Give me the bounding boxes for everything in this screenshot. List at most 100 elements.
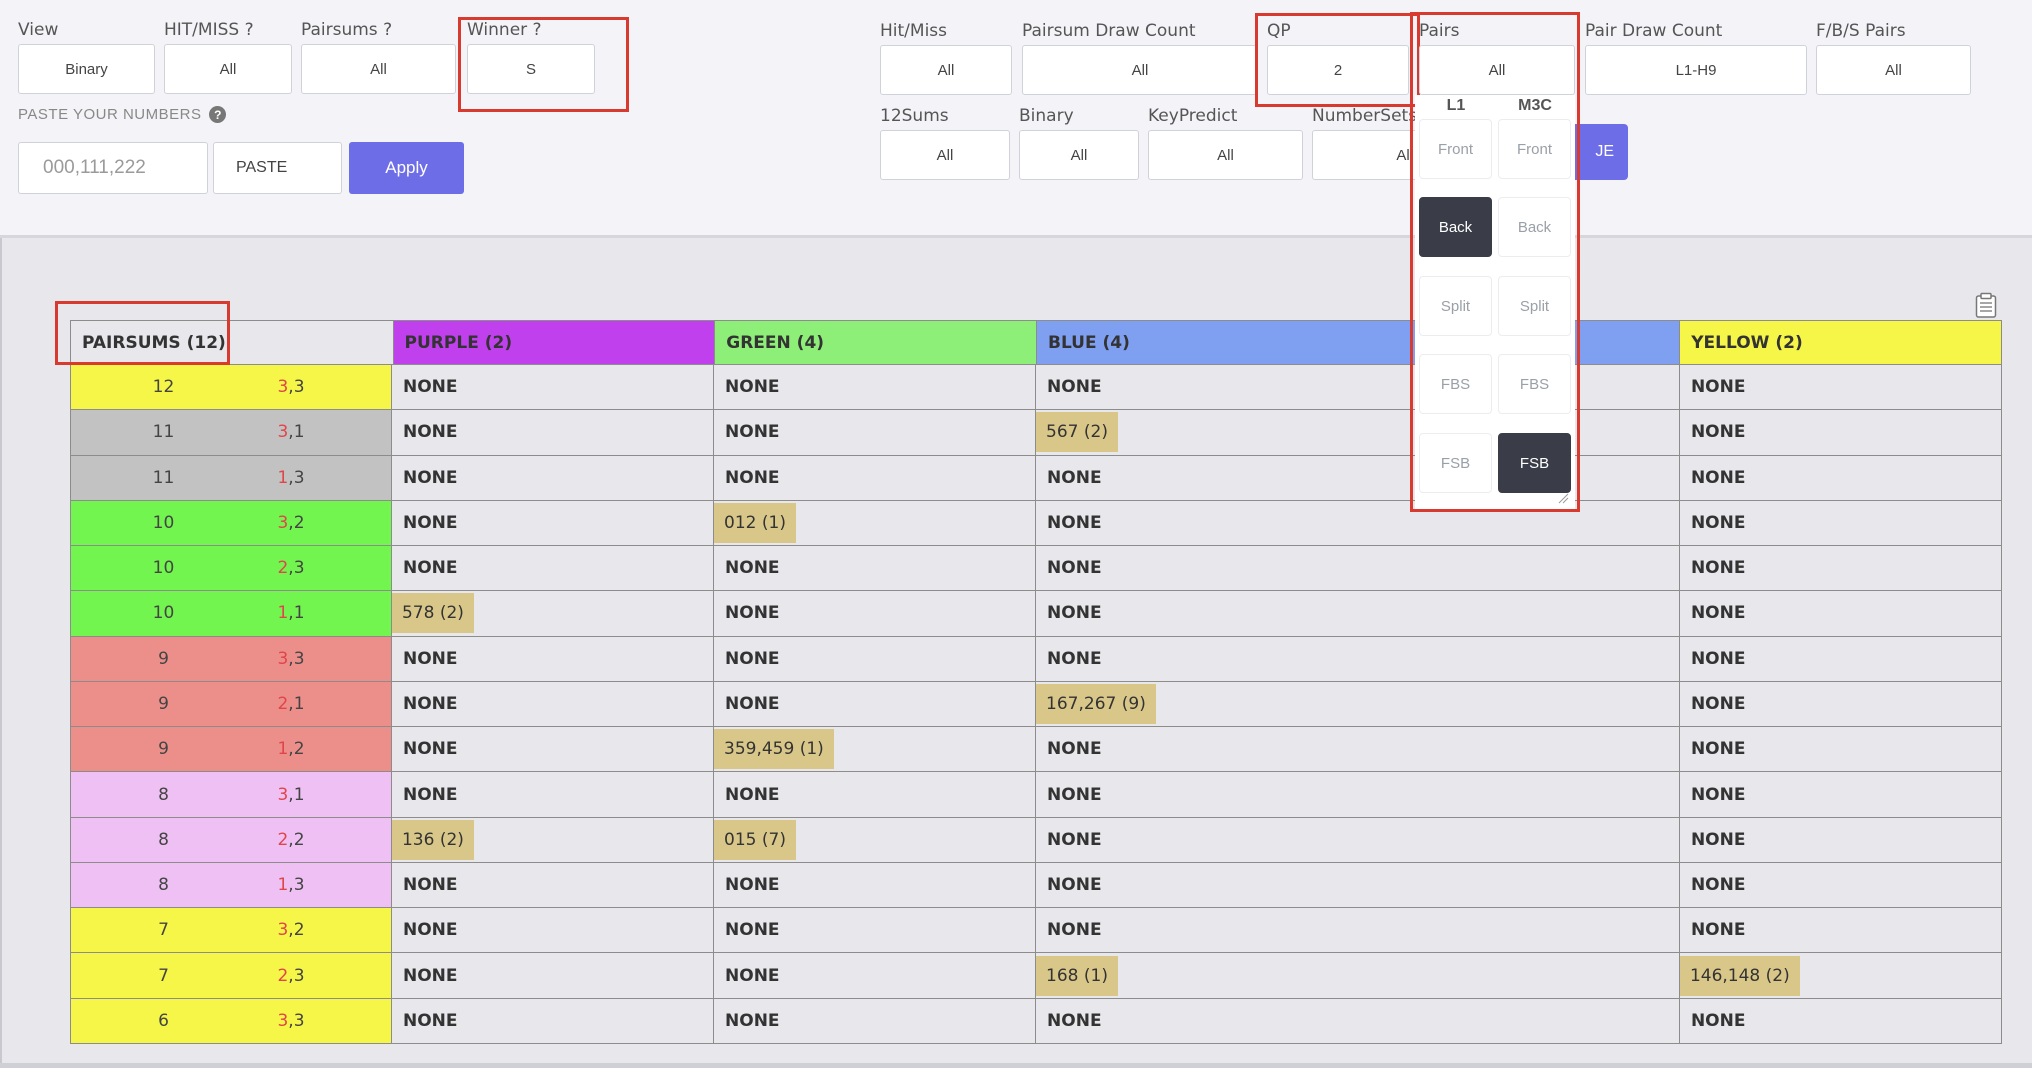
clipboard-icon[interactable] [1975, 292, 1997, 318]
color-group-cell: 012 (1) [713, 500, 1036, 546]
color-group-cell: NONE [1035, 636, 1358, 681]
view-select[interactable]: Binary [18, 44, 155, 94]
pairsum-value: 9 [158, 739, 169, 760]
color-group-cell: NONE [713, 455, 1036, 500]
pairs-select[interactable]: All [1419, 45, 1575, 95]
color-group-cell [1357, 998, 1679, 1043]
cell-value: NONE [402, 467, 458, 488]
pairs-option-m3c-fsb[interactable]: FSB [1498, 433, 1571, 493]
twelvesums-select[interactable]: All [880, 130, 1010, 180]
pairs-option-m3c-fbs[interactable]: FBS [1498, 354, 1571, 414]
color-group-cell: NONE [1678, 727, 2001, 772]
color-group-cell: NONE [390, 862, 714, 908]
color-group-cell: NONE [1678, 908, 2001, 953]
cell-value: NONE [725, 965, 780, 986]
hit-badge[interactable]: 015 (7) [714, 819, 796, 860]
hit-badge[interactable]: 146,148 (2) [1679, 955, 1800, 996]
pairsum-cell: 103,2(18) [71, 500, 443, 546]
color-group-cell: NONE [1678, 772, 2001, 817]
pair-first-digit: 3 [277, 422, 289, 443]
color-group-cell: 578 (2) [390, 591, 714, 636]
column-header[interactable]: PAIRSUMS (12) [71, 321, 393, 364]
hit-badge[interactable]: 136 (2) [391, 819, 474, 860]
pair-digits: 3,2 [241, 920, 341, 940]
winner-select[interactable]: S [467, 44, 595, 94]
column-header[interactable]: PURPLE (2) [392, 321, 715, 364]
pair-digits: 3,1 [241, 422, 341, 442]
pairs-option-l1-fbs[interactable]: FBS [1419, 354, 1492, 414]
pair-draw-count-select[interactable]: L1-H9 [1585, 45, 1807, 95]
color-group-cell: NONE [1035, 455, 1358, 500]
cell-value: NONE [402, 920, 458, 941]
pairs-option-m3c-split[interactable]: Split [1498, 276, 1571, 336]
cell-value: NONE [1690, 739, 1746, 760]
pairsum-draw-count-select[interactable]: All [1022, 45, 1258, 95]
qp-select[interactable]: 2 [1267, 45, 1409, 95]
pairs-annotation-box [1410, 12, 1580, 512]
hit-badge[interactable]: 359,459 (1) [714, 729, 834, 770]
pairs-option-l1-back[interactable]: Back [1419, 197, 1492, 257]
pairs-option-m3c-front[interactable]: Front [1498, 119, 1571, 179]
pairsums-select[interactable]: All [301, 44, 456, 94]
column-header[interactable]: GREEN (4) [714, 321, 1036, 364]
color-group-cell: 015 (7) [713, 817, 1036, 862]
binary-select[interactable]: All [1019, 130, 1139, 180]
fbs-pairs-select[interactable]: All [1816, 45, 1971, 95]
pair-first-digit: 2 [277, 965, 289, 986]
bottom-scrollbar-track [0, 1063, 2032, 1068]
pair-second-digit: ,3 [288, 875, 305, 896]
hit-badge[interactable]: 012 (1) [714, 502, 796, 543]
pairsum-value: 10 [152, 512, 175, 533]
column-header[interactable]: YELLOW (2) [1679, 321, 2001, 364]
color-group-cell: NONE [1678, 591, 2001, 636]
pairsum-value: 7 [158, 965, 169, 986]
pair-second-digit: ,2 [288, 739, 305, 760]
cell-value: NONE [1690, 512, 1746, 533]
hitmiss2-select[interactable]: All [880, 45, 1012, 95]
cell-value: NONE [1047, 467, 1102, 488]
column-header[interactable]: BLUE (4) [1035, 321, 1358, 364]
pairs-option-l1-fsb[interactable]: FSB [1419, 433, 1492, 493]
pair-first-digit: 3 [277, 920, 289, 941]
pairsum-value: 9 [158, 648, 169, 669]
pairs-option-l1-front[interactable]: Front [1419, 119, 1492, 179]
hit-badge[interactable]: 578 (2) [391, 593, 474, 634]
cell-value: NONE [402, 422, 458, 443]
cell-value: NONE [402, 558, 458, 579]
pairsum-cell: 81,3(29) [71, 862, 443, 908]
hit-badge[interactable]: 168 (1) [1036, 955, 1118, 996]
cell-value: NONE [725, 558, 780, 579]
hitmiss-select[interactable]: All [164, 44, 292, 94]
apply-button[interactable]: Apply [349, 142, 464, 194]
pairs-option-l1-split[interactable]: Split [1419, 276, 1492, 336]
keypredict-select[interactable]: All [1148, 130, 1303, 180]
help-icon[interactable]: ? [209, 106, 227, 123]
resize-grip-icon[interactable] [1557, 492, 1569, 504]
color-group-cell: NONE [1035, 546, 1358, 591]
color-group-cell: NONE [1035, 862, 1358, 908]
pair-digits: 3,3 [241, 649, 341, 669]
pairsum-value: 6 [158, 1010, 169, 1031]
twelvesums-label: 12Sums [880, 106, 949, 126]
pair-digits: 2,2 [241, 830, 341, 850]
numbers-input[interactable] [18, 142, 208, 194]
color-group-cell: NONE [390, 410, 714, 455]
color-group-cell: NONE [1678, 681, 2001, 727]
hit-badge[interactable]: 167,267 (9) [1036, 683, 1156, 724]
hit-badge[interactable]: 567 (2) [1036, 412, 1118, 453]
l1-column-header: L1 [1446, 97, 1466, 114]
paste-numbers-title: PASTE YOUR NUMBERS ? [18, 106, 227, 123]
filter-panel [0, 0, 2032, 238]
qp-annotation-box [1255, 13, 1420, 107]
pairs-option-m3c-back[interactable]: Back [1498, 197, 1571, 257]
cell-value: NONE [725, 422, 780, 443]
paste-button[interactable]: PASTE [213, 142, 342, 194]
table-header-row: PAIRSUMS (12) PURPLE (2) GREEN (4) BLUE (4)… [71, 321, 2001, 364]
numbersets-select[interactable]: All [1312, 130, 1422, 180]
pair-second-digit: ,1 [288, 784, 305, 805]
